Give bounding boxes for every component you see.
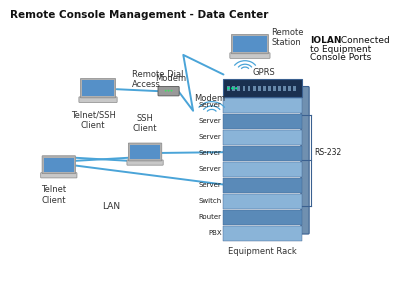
FancyBboxPatch shape [41, 173, 77, 178]
Bar [224, 146, 302, 161]
Text: Remote Console Management - Data Center: Remote Console Management - Data Center [10, 10, 268, 20]
Bar [233, 36, 266, 52]
FancyBboxPatch shape [0, 1, 394, 297]
Circle shape [170, 90, 172, 92]
Bar [224, 226, 302, 241]
FancyBboxPatch shape [128, 143, 162, 161]
Bar [224, 194, 302, 209]
Bar [293, 86, 296, 91]
FancyBboxPatch shape [232, 35, 268, 54]
Bar [224, 114, 302, 129]
Bar [258, 86, 260, 91]
Text: Server: Server [199, 166, 222, 172]
Text: Remote Dial
Access: Remote Dial Access [132, 70, 184, 89]
Text: Server: Server [199, 134, 222, 140]
Bar [224, 130, 302, 145]
Text: IOLAN: IOLAN [310, 36, 342, 45]
Bar [44, 158, 74, 172]
Bar [224, 209, 302, 225]
Text: Switch: Switch [198, 198, 222, 204]
Circle shape [165, 90, 167, 92]
Bar [238, 86, 240, 91]
Text: Modem: Modem [194, 94, 225, 103]
Text: Router: Router [198, 214, 222, 220]
Circle shape [227, 87, 230, 89]
Bar [252, 86, 256, 91]
Text: Remote
Station: Remote Station [272, 27, 304, 47]
Text: Server: Server [199, 150, 222, 156]
Text: Server: Server [199, 102, 222, 108]
Bar [278, 86, 281, 91]
Circle shape [235, 87, 237, 89]
Text: to Equipment: to Equipment [310, 44, 371, 54]
FancyBboxPatch shape [80, 79, 116, 98]
Bar [227, 86, 230, 91]
Text: RS-232: RS-232 [314, 148, 341, 157]
Bar [130, 145, 160, 159]
Text: Telnet/SSH
Client: Telnet/SSH Client [71, 111, 116, 130]
Text: Modem: Modem [155, 74, 186, 83]
Text: Console Ports: Console Ports [310, 53, 371, 62]
Text: Server: Server [199, 118, 222, 124]
Text: SSH
Client: SSH Client [133, 114, 157, 133]
Bar [224, 98, 302, 113]
FancyBboxPatch shape [230, 53, 270, 58]
Bar [82, 80, 114, 96]
Text: Telnet
Client: Telnet Client [41, 185, 66, 205]
FancyBboxPatch shape [127, 160, 163, 165]
Text: Equipment Rack: Equipment Rack [228, 247, 297, 256]
Bar [224, 79, 302, 97]
Text: LAN: LAN [102, 202, 120, 211]
FancyBboxPatch shape [42, 156, 76, 174]
Text: Server: Server [199, 182, 222, 188]
Bar [248, 86, 250, 91]
Bar [224, 178, 302, 193]
Bar [283, 86, 286, 91]
Bar [232, 86, 235, 91]
Text: Connected: Connected [338, 36, 389, 45]
Text: GPRS: GPRS [253, 68, 276, 77]
Circle shape [231, 87, 234, 89]
FancyBboxPatch shape [79, 97, 117, 103]
Bar [224, 162, 302, 177]
Bar [263, 86, 266, 91]
Bar [242, 86, 246, 91]
Bar [273, 86, 276, 91]
FancyBboxPatch shape [158, 86, 179, 96]
Circle shape [168, 90, 170, 92]
Bar [268, 86, 271, 91]
Bar [288, 86, 291, 91]
FancyBboxPatch shape [301, 86, 309, 234]
Text: PBX: PBX [208, 230, 222, 236]
